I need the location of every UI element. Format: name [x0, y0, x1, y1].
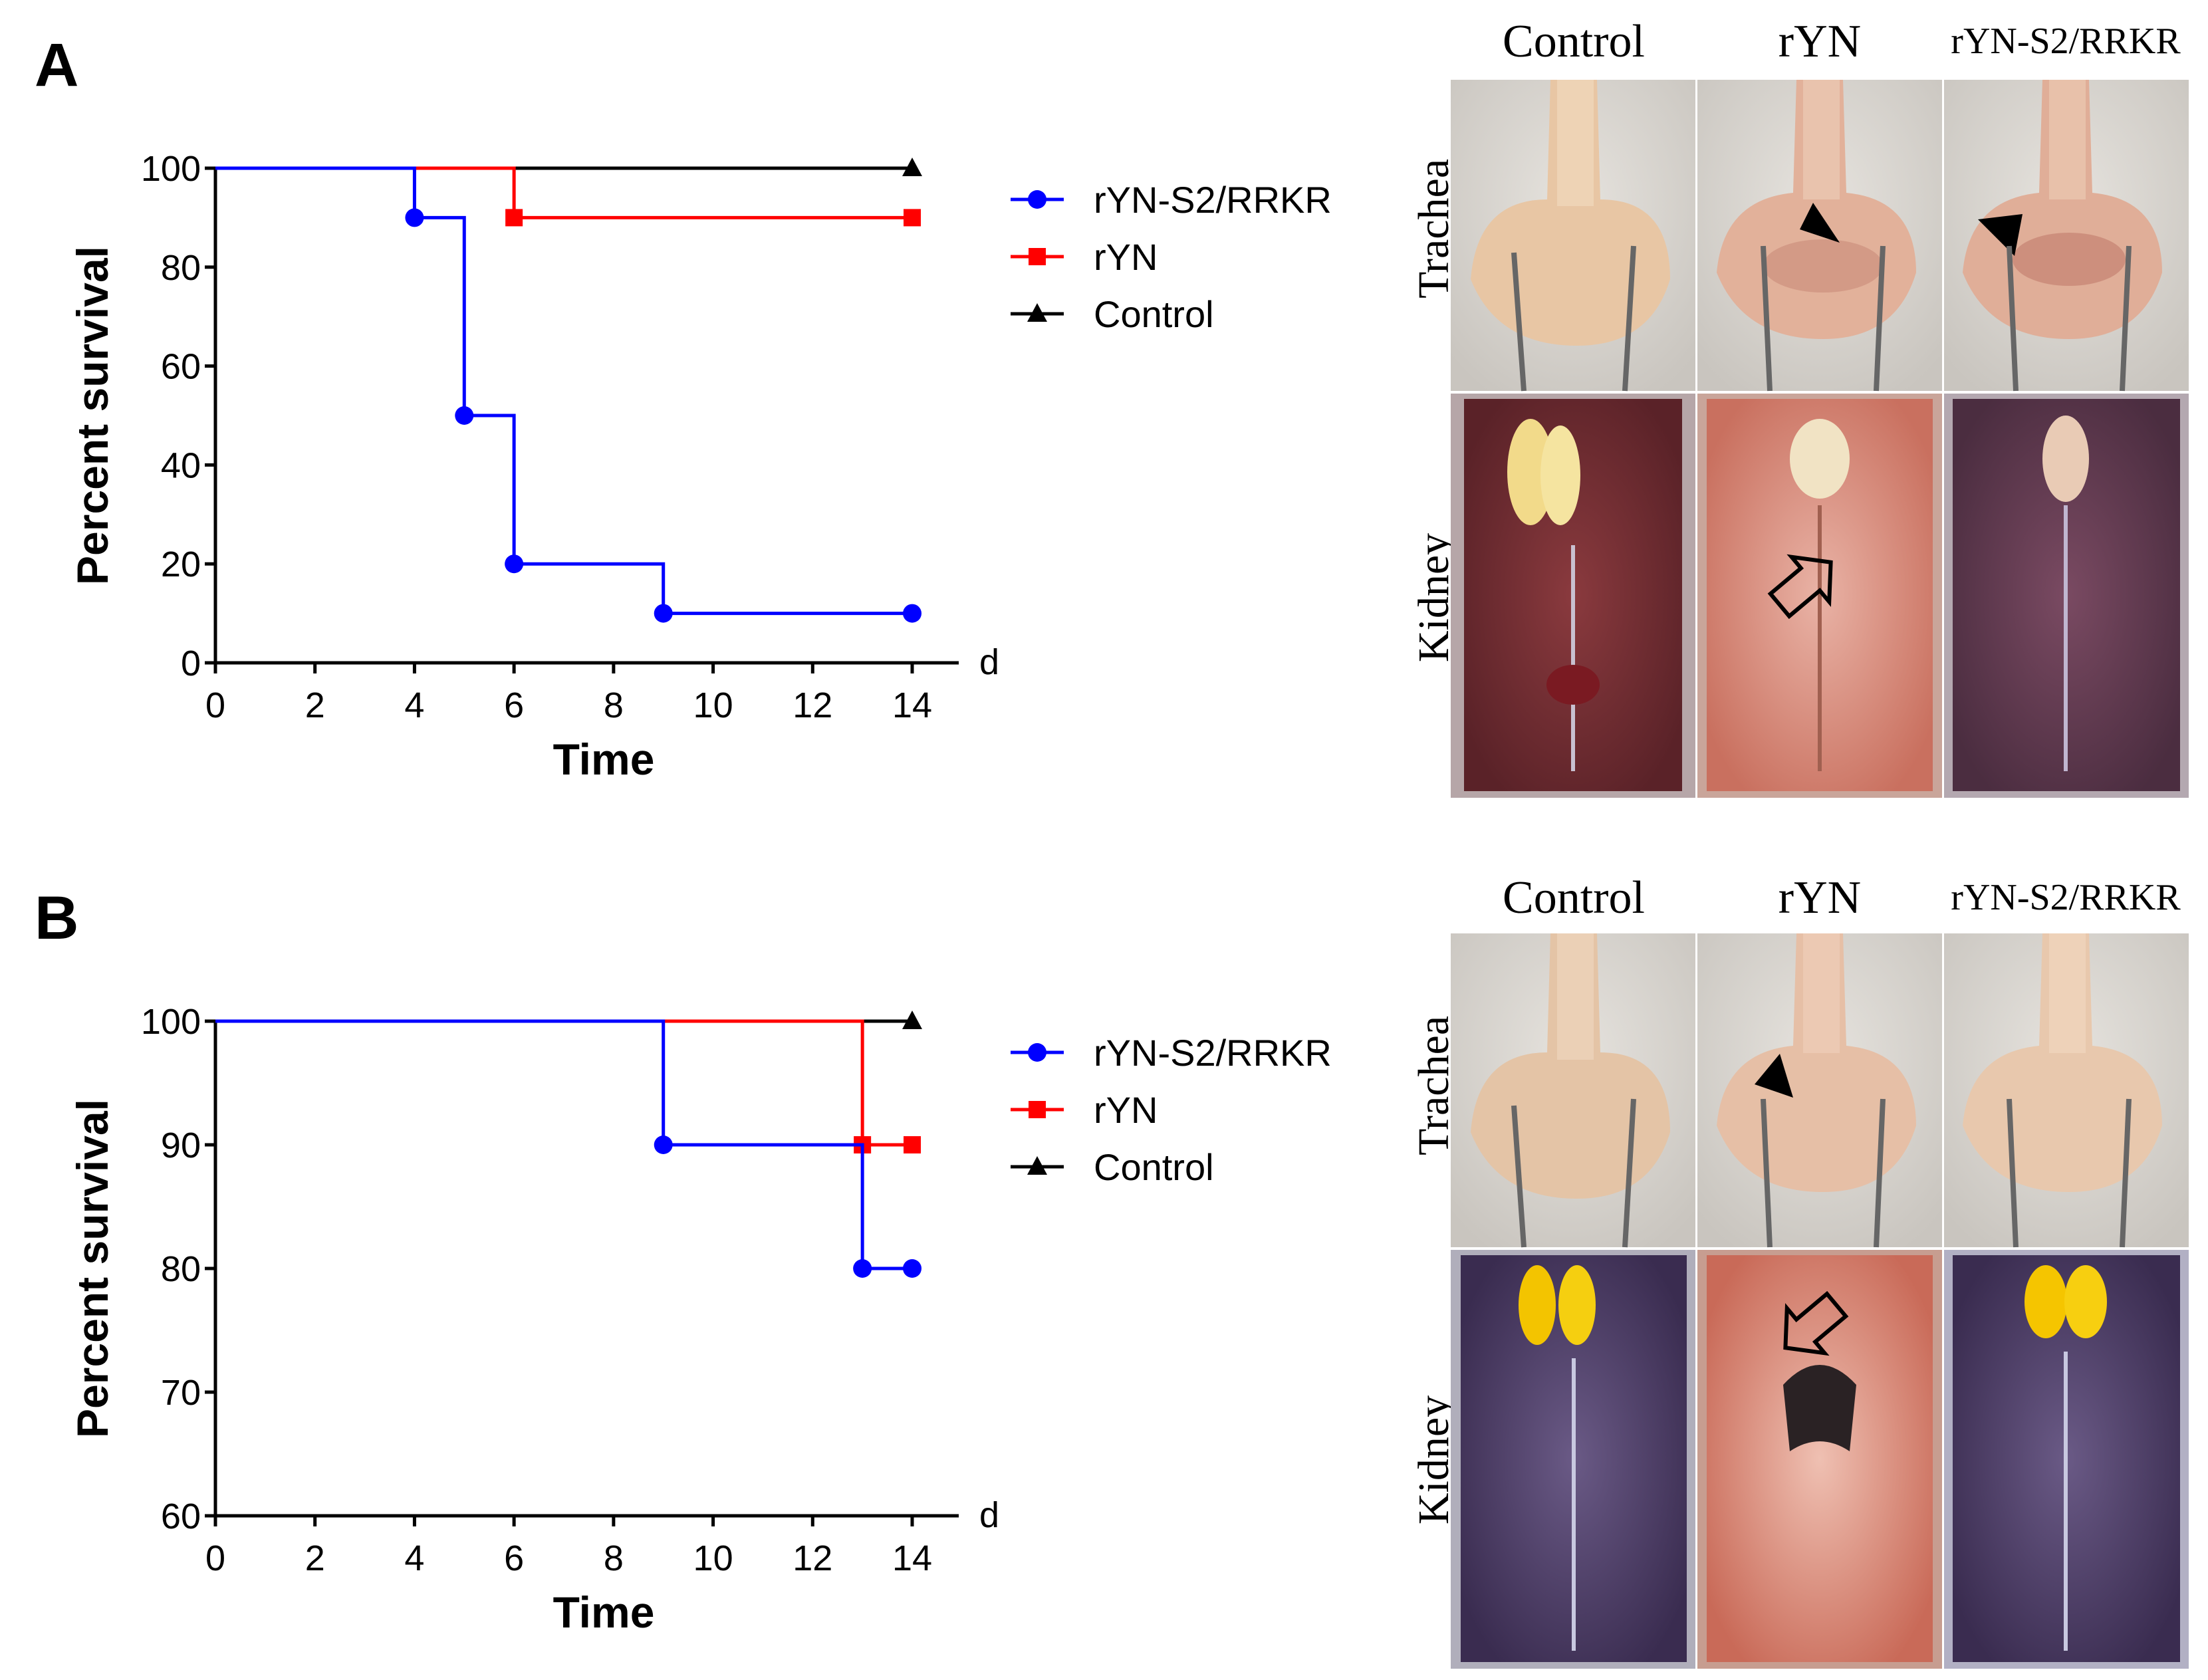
- series-line-ryn: [215, 1019, 912, 1147]
- x-tick-label: 12: [793, 685, 832, 725]
- photo-trachea-control: [1451, 933, 1695, 1248]
- x-tick-label: 14: [892, 1538, 932, 1578]
- photo-kidney-ryn-s2-rrkr: [1944, 1250, 2189, 1669]
- photo-col-label-control: Control: [1503, 872, 1645, 923]
- photo-kidney-ryn: [1697, 1250, 1942, 1669]
- y-tick-label: 80: [161, 248, 201, 288]
- panel-b-letter: B: [35, 884, 79, 952]
- data-point: [903, 1259, 921, 1278]
- x-tick-label: 12: [793, 1538, 832, 1578]
- y-tick-label: 90: [161, 1126, 201, 1165]
- legend-marker: [1027, 1156, 1047, 1175]
- photo-trachea-ryn: [1697, 80, 1942, 392]
- x-tick-label: 0: [205, 685, 225, 725]
- panel-a-letter: A: [35, 31, 79, 99]
- photo-col-label-ryn: rYN: [1778, 16, 1862, 67]
- photo-col-label-ryn: rYN: [1778, 872, 1862, 923]
- photo-grid-a: Control rYN rYN-S2/RRKR Trachea Kidney: [1410, 0, 2189, 811]
- photo-trachea-ryn-s2-rrkr: [1944, 80, 2189, 392]
- x-tick-label: 10: [693, 1538, 733, 1578]
- legend-label: Control: [1094, 1146, 1214, 1188]
- legend-label: rYN: [1094, 1089, 1158, 1131]
- photo-set-b: [1451, 933, 2189, 1669]
- y-axis-title: Percent survival: [68, 1099, 117, 1438]
- legend-marker: [1028, 190, 1046, 209]
- photo-col-label-control: Control: [1503, 16, 1645, 67]
- x-unit-label: d: [979, 642, 999, 682]
- y-tick-label: 80: [161, 1249, 201, 1289]
- x-tick-label: 8: [604, 1538, 624, 1578]
- data-point: [654, 604, 673, 623]
- legend-label: rYN-S2/RRKR: [1094, 179, 1332, 221]
- y-tick-label: 100: [141, 1002, 201, 1042]
- x-tick-label: 0: [205, 1538, 225, 1578]
- x-tick-label: 6: [504, 685, 524, 725]
- x-axis-title: Time: [553, 1588, 655, 1637]
- x-tick-label: 14: [892, 685, 932, 725]
- photo-trachea-ryn: [1697, 933, 1942, 1248]
- photo-trachea-ryn-s2-rrkr: [1944, 933, 2189, 1248]
- y-tick-label: 20: [161, 544, 201, 584]
- y-tick-label: 40: [161, 445, 201, 485]
- survival-chart-a: 0 20 40 60 80 100 0 2 4 6 8 10 12 14 d Time Percent surv…: [68, 149, 1332, 784]
- photo-trachea-control: [1451, 80, 1695, 392]
- y-tick-label: 100: [141, 149, 201, 189]
- data-point: [654, 1136, 673, 1154]
- x-unit-label: d: [979, 1495, 999, 1535]
- legend-marker: [1028, 1043, 1046, 1062]
- x-tick-label: 4: [404, 1538, 424, 1578]
- data-point: [505, 209, 523, 227]
- data-point: [902, 1011, 922, 1029]
- series-line-ryn-s2-rrkr: [215, 1019, 912, 1270]
- photo-row-label-kidney: Kidney: [1410, 533, 1458, 663]
- photo-row-label-trachea: Trachea: [1410, 158, 1458, 299]
- x-tick-label: 4: [404, 685, 424, 725]
- photo-kidney-control: [1451, 1250, 1695, 1669]
- data-point: [455, 406, 474, 425]
- data-point: [405, 208, 424, 227]
- legend-marker: [1029, 248, 1046, 265]
- photo-kidney-ryn: [1697, 394, 1942, 798]
- legend-label: Control: [1094, 293, 1214, 335]
- legend-label: rYN-S2/RRKR: [1094, 1032, 1332, 1074]
- photo-grid-b: Control rYN rYN-S2/RRKR Trachea Kidney: [1410, 853, 2189, 1677]
- x-axis-title: Time: [553, 735, 655, 784]
- data-point: [904, 209, 921, 227]
- x-tick-label: 8: [604, 685, 624, 725]
- series-line-ryn: [215, 166, 912, 219]
- photo-kidney-ryn-s2-rrkr: [1944, 394, 2189, 798]
- data-point: [903, 604, 921, 623]
- x-tick-label: 2: [305, 685, 325, 725]
- legend-label: rYN: [1094, 236, 1158, 278]
- y-tick-label: 60: [161, 1497, 201, 1536]
- series-line-ryn-s2-rrkr: [215, 166, 912, 616]
- photo-kidney-control: [1451, 394, 1695, 798]
- y-tick-label: 60: [161, 347, 201, 387]
- data-point: [904, 1136, 921, 1153]
- y-axis-title: Percent survival: [68, 246, 117, 585]
- photo-col-label-ryn-s2-rrkr: rYN-S2/RRKR: [1951, 877, 2181, 918]
- x-tick-label: 10: [693, 685, 733, 725]
- y-tick-label: 70: [161, 1373, 201, 1413]
- legend-marker: [1027, 303, 1047, 322]
- data-point: [902, 158, 922, 176]
- y-tick-label: 0: [181, 644, 201, 683]
- survival-chart-b: 60 70 80 90 100 0 2 4 6 8 10 12 14 d Time Percent survi…: [68, 1002, 1332, 1637]
- photo-col-label-ryn-s2-rrkr: rYN-S2/RRKR: [1951, 21, 2181, 62]
- x-tick-label: 6: [504, 1538, 524, 1578]
- photo-set-a: [1451, 80, 2189, 798]
- data-point: [853, 1259, 872, 1278]
- photo-row-label-trachea: Trachea: [1410, 1015, 1458, 1155]
- data-point: [505, 554, 524, 574]
- legend-marker: [1029, 1101, 1046, 1118]
- photo-row-label-kidney: Kidney: [1410, 1395, 1458, 1525]
- x-tick-label: 2: [305, 1538, 325, 1578]
